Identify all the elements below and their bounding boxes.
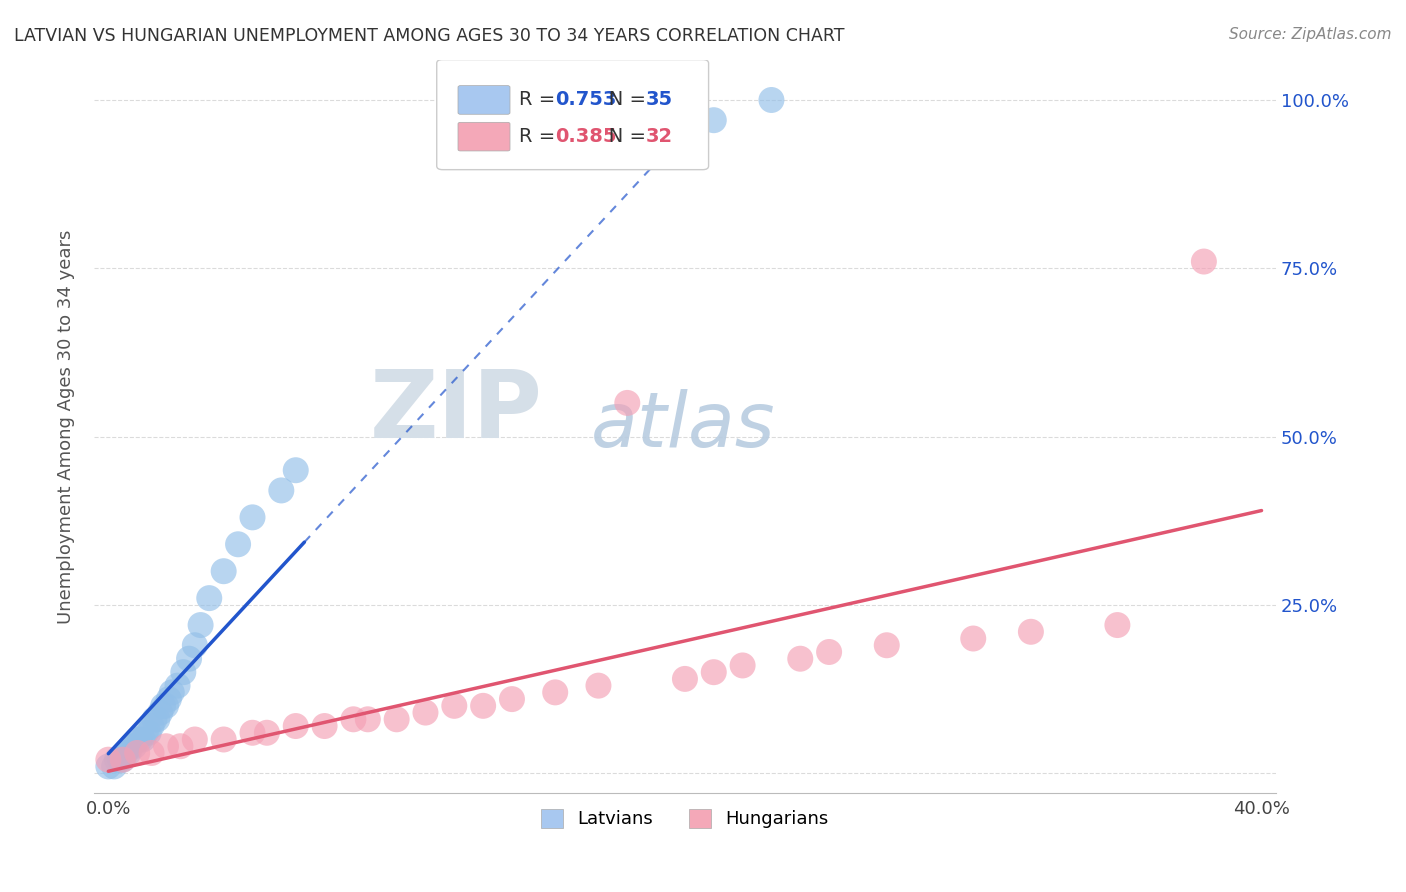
Point xyxy=(270,483,292,498)
Text: Source: ZipAtlas.com: Source: ZipAtlas.com xyxy=(1229,27,1392,42)
Point xyxy=(108,753,131,767)
Point xyxy=(129,732,152,747)
FancyBboxPatch shape xyxy=(458,122,510,151)
Point xyxy=(127,732,149,747)
Point xyxy=(357,712,380,726)
Point xyxy=(160,685,183,699)
Point xyxy=(166,679,188,693)
Point xyxy=(256,725,278,739)
Point xyxy=(177,651,200,665)
Point xyxy=(962,632,984,646)
Point xyxy=(190,618,212,632)
Point xyxy=(132,732,155,747)
Legend: Latvians, Hungarians: Latvians, Hungarians xyxy=(534,802,835,836)
Point xyxy=(135,725,157,739)
Point xyxy=(284,463,307,477)
Point xyxy=(616,396,638,410)
Text: R =: R = xyxy=(519,90,562,110)
Text: ZIP: ZIP xyxy=(370,366,543,458)
Point xyxy=(97,753,120,767)
Point xyxy=(226,537,249,551)
Point xyxy=(1019,624,1042,639)
Point xyxy=(141,746,163,760)
Point xyxy=(443,698,465,713)
Point xyxy=(169,739,191,754)
Point xyxy=(1192,254,1215,268)
Point xyxy=(761,93,783,107)
Point xyxy=(184,732,207,747)
Text: N =: N = xyxy=(591,128,652,146)
Point xyxy=(111,753,134,767)
Point xyxy=(149,706,172,720)
Point xyxy=(314,719,336,733)
Point xyxy=(1107,618,1129,632)
Point xyxy=(588,679,610,693)
Point xyxy=(103,759,125,773)
Point xyxy=(127,746,149,760)
Point xyxy=(284,719,307,733)
Text: 0.753: 0.753 xyxy=(555,90,616,110)
Text: 32: 32 xyxy=(645,128,673,146)
Point xyxy=(143,712,166,726)
Point xyxy=(155,739,177,754)
Point xyxy=(141,719,163,733)
Point xyxy=(124,739,146,754)
Point xyxy=(501,692,523,706)
Point xyxy=(544,685,567,699)
FancyBboxPatch shape xyxy=(458,86,510,114)
Point xyxy=(789,651,811,665)
Point xyxy=(152,698,174,713)
Point xyxy=(114,746,136,760)
Text: 35: 35 xyxy=(645,90,673,110)
Point xyxy=(472,698,495,713)
Y-axis label: Unemployment Among Ages 30 to 34 years: Unemployment Among Ages 30 to 34 years xyxy=(58,229,75,624)
Point xyxy=(242,725,264,739)
Point xyxy=(385,712,408,726)
Point xyxy=(212,564,235,578)
FancyBboxPatch shape xyxy=(437,60,709,169)
Point xyxy=(818,645,841,659)
Point xyxy=(703,113,725,128)
Point xyxy=(157,692,180,706)
Point xyxy=(111,753,134,767)
Point xyxy=(415,706,437,720)
Point xyxy=(731,658,754,673)
Point xyxy=(120,739,142,754)
Text: 0.385: 0.385 xyxy=(555,128,616,146)
Point xyxy=(146,712,169,726)
Point xyxy=(155,698,177,713)
Point xyxy=(703,665,725,680)
Point xyxy=(198,591,221,606)
Point xyxy=(342,712,364,726)
Text: R =: R = xyxy=(519,128,562,146)
Point xyxy=(172,665,194,680)
Point xyxy=(97,759,120,773)
Point xyxy=(242,510,264,524)
Point xyxy=(117,746,139,760)
Point xyxy=(105,753,128,767)
Text: atlas: atlas xyxy=(591,390,775,464)
Point xyxy=(212,732,235,747)
Point xyxy=(184,638,207,652)
Point xyxy=(138,725,160,739)
Text: LATVIAN VS HUNGARIAN UNEMPLOYMENT AMONG AGES 30 TO 34 YEARS CORRELATION CHART: LATVIAN VS HUNGARIAN UNEMPLOYMENT AMONG … xyxy=(14,27,845,45)
Point xyxy=(876,638,898,652)
Text: N =: N = xyxy=(591,90,652,110)
Point xyxy=(673,672,696,686)
